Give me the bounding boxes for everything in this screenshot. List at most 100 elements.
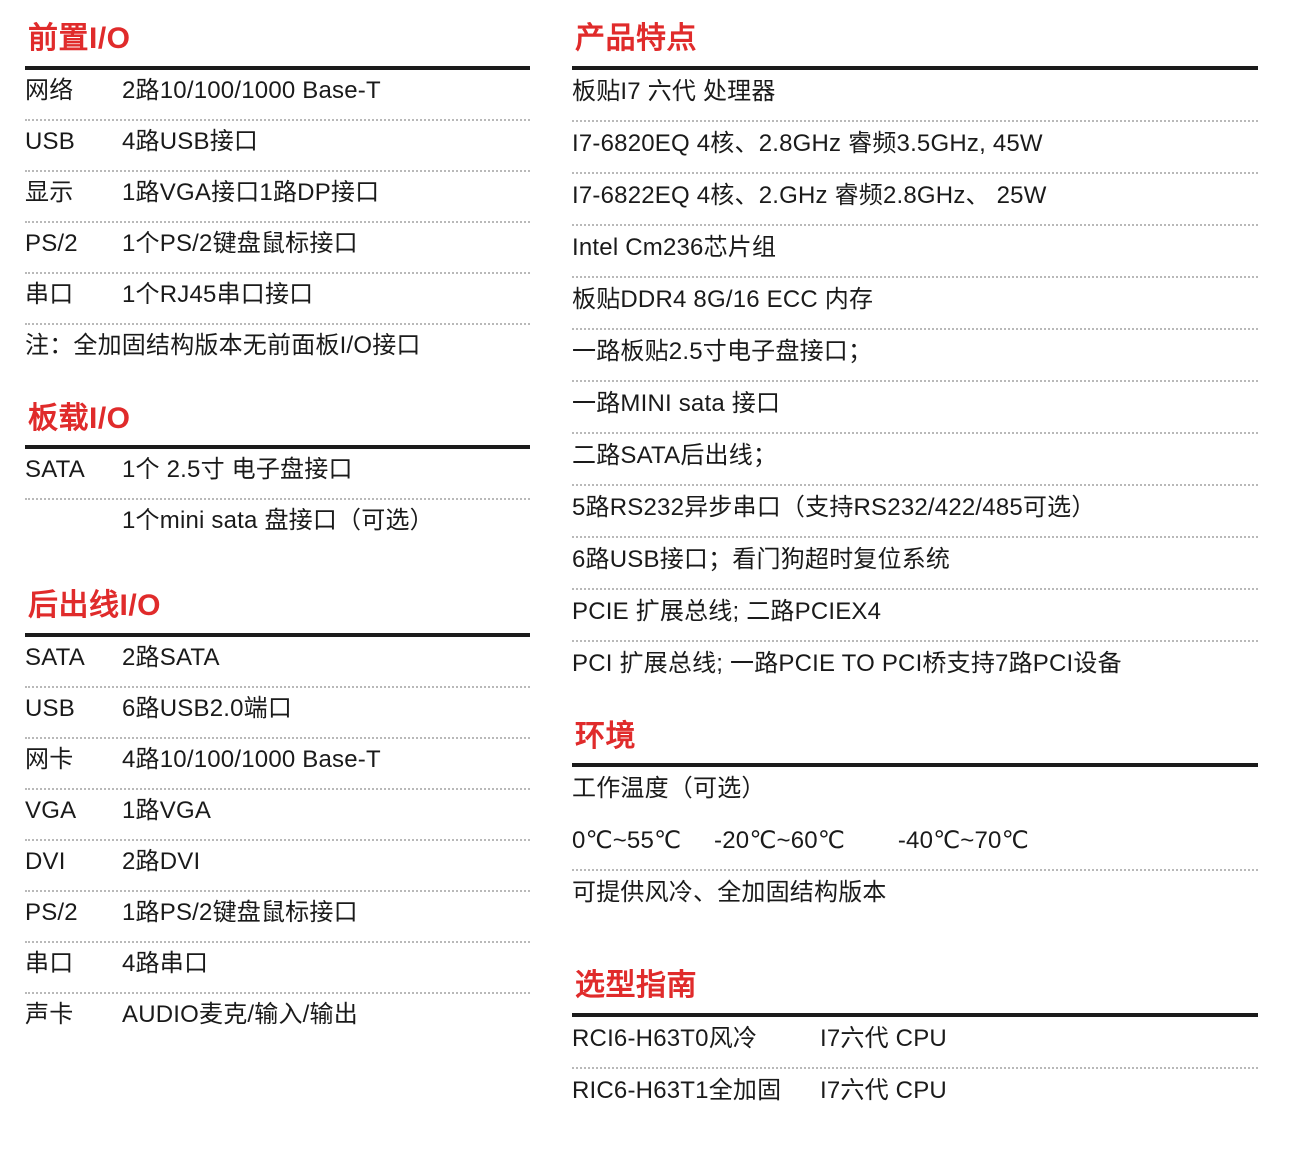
section-rule <box>572 65 1258 70</box>
feature-text: 一路MINI sata 接口 <box>572 389 781 417</box>
row-list-onboard-io: SATA 1个 2.5寸 电子盘接口 1个mini sata 盘接口（可选） <box>25 449 530 551</box>
table-row: SATA 1个 2.5寸 电子盘接口 <box>25 449 530 500</box>
row-value: 1个mini sata 盘接口（可选） <box>122 507 434 534</box>
temperature-range: -20℃~60℃ <box>714 827 845 854</box>
row-label: DVI <box>25 847 66 875</box>
list-item: I7-6820EQ 4核、2.8GHz 睿频3.5GHz, 45W <box>572 122 1258 174</box>
row-value: 1路VGA接口1路DP接口 <box>122 178 380 206</box>
row-value: 2路10/100/1000 Base-T <box>122 76 381 104</box>
row-label: 显示 <box>25 178 74 206</box>
row-value: 1个PS/2键盘鼠标接口 <box>122 229 358 257</box>
table-row: 1个mini sata 盘接口（可选） <box>25 500 530 551</box>
feature-text: PCIE 扩展总线; 二路PCIEX4 <box>572 597 882 625</box>
row-value: 1路PS/2键盘鼠标接口 <box>122 898 358 926</box>
list-item: 板贴DDR4 8G/16 ECC 内存 <box>572 278 1258 330</box>
row-label: PS/2 <box>25 229 78 257</box>
section-rule <box>572 1012 1258 1017</box>
feature-text: PCI 扩展总线; 一路PCIE TO PCI桥支持7路PCI设备 <box>572 649 1122 677</box>
feature-text: 二路SATA后出线； <box>572 441 778 469</box>
row-label: USB <box>25 127 75 155</box>
list-item: 板贴I7 六代 处理器 <box>572 70 1258 122</box>
table-row: USB 6路USB2.0端口 <box>25 688 530 739</box>
row-label: SATA <box>25 643 85 671</box>
table-row: RCI6-H63T0风冷 I7六代 CPU <box>572 1017 1258 1069</box>
section-product-features: 产品特点 板贴I7 六代 处理器 I7-6820EQ 4核、2.8GHz 睿频3… <box>572 22 1258 694</box>
spacer <box>25 376 530 402</box>
temperature-range-group: 0℃~55℃ -20℃~60℃ -40℃~70℃ <box>572 829 1029 853</box>
list-item: PCIE 扩展总线; 二路PCIEX4 <box>572 590 1258 642</box>
section-title-front-io: 前置I/O <box>28 22 131 55</box>
row-list-front-io: 网络 2路10/100/1000 Base-T USB 4路USB接口 显示 1… <box>25 70 530 376</box>
list-item-temperatures: 0℃~55℃ -20℃~60℃ -40℃~70℃ <box>572 819 1258 871</box>
list-item: 工作温度（可选） <box>572 767 1258 819</box>
spacer-top-right <box>572 0 1258 22</box>
table-row: PS/2 1个PS/2键盘鼠标接口 <box>25 223 530 274</box>
row-list-rear-io: SATA 2路SATA USB 6路USB2.0端口 网卡 4路10/100/1… <box>25 637 530 1045</box>
section-selection-guide: 选型指南 RCI6-H63T0风冷 I7六代 CPU RIC6-H63T1全加固 I… <box>572 969 1258 1121</box>
table-row: 网卡 4路10/100/1000 Base-T <box>25 739 530 790</box>
row-value: 4路USB接口 <box>122 127 259 155</box>
operating-temperature-label: 工作温度（可选） <box>572 775 766 802</box>
model-cpu: I7六代 CPU <box>820 1024 947 1052</box>
selection-row: RIC6-H63T1全加固 I7六代 CPU <box>572 1076 947 1104</box>
row-label: USB <box>25 694 75 722</box>
feature-text: I7-6820EQ 4核、2.8GHz 睿频3.5GHz, 45W <box>572 129 1043 157</box>
section-title-onboard-io: 板载I/O <box>28 401 131 435</box>
section-front-io: 前置I/O 网络 2路10/100/1000 Base-T USB 4路USB接… <box>25 22 530 376</box>
list-item: 二路SATA后出线； <box>572 434 1258 486</box>
feature-text: 6路USB接口；看门狗超时复位系统 <box>572 545 951 573</box>
feature-text: 一路板贴2.5寸电子盘接口； <box>572 337 873 365</box>
row-value: AUDIO麦克/输入/输出 <box>122 1000 358 1028</box>
spacer <box>572 694 1258 720</box>
selection-row: RCI6-H63T0风冷 I7六代 CPU <box>572 1024 947 1052</box>
left-column: 前置I/O 网络 2路10/100/1000 Base-T USB 4路USB接… <box>0 0 555 1165</box>
row-note-text: 注：全加固结构版本无前面板I/O接口 <box>25 331 421 359</box>
table-row: USB 4路USB接口 <box>25 121 530 172</box>
list-item: 6路USB接口；看门狗超时复位系统 <box>572 538 1258 590</box>
spacer-top-left <box>25 0 530 22</box>
table-row: PS/2 1路PS/2键盘鼠标接口 <box>25 892 530 943</box>
environment-note: 可提供风冷、全加固结构版本 <box>572 879 887 906</box>
row-value: 4路10/100/1000 Base-T <box>122 745 381 773</box>
row-label: VGA <box>25 796 77 824</box>
temperature-range: 0℃~55℃ <box>572 827 682 854</box>
section-rear-io: 后出线I/O SATA 2路SATA USB 6路USB2.0端口 网卡 4路1… <box>25 589 530 1045</box>
section-title-product-features: 产品特点 <box>575 22 697 55</box>
section-environment: 环境 工作温度（可选） 0℃~55℃ -20℃~60℃ -40℃~70℃ 可提供… <box>572 720 1258 924</box>
table-row: SATA 2路SATA <box>25 637 530 688</box>
section-rule <box>25 445 530 449</box>
row-label: 网络 <box>25 76 74 104</box>
model-name: RCI6-H63T0风冷 <box>572 1024 758 1052</box>
list-item: PCI 扩展总线; 一路PCIE TO PCI桥支持7路PCI设备 <box>572 642 1258 694</box>
row-label: 串口 <box>25 949 74 977</box>
list-item: 5路RS232异步串口（支持RS232/422/485可选） <box>572 486 1258 538</box>
row-value: 2路SATA <box>122 643 220 671</box>
feature-text: Intel Cm236芯片组 <box>572 233 777 261</box>
table-row: 串口 4路串口 <box>25 943 530 994</box>
row-value: 1个 2.5寸 电子盘接口 <box>122 456 353 483</box>
table-row: 显示 1路VGA接口1路DP接口 <box>25 172 530 223</box>
list-item: I7-6822EQ 4核、2.GHz 睿频2.8GHz、 25W <box>572 174 1258 226</box>
feature-text: 板贴I7 六代 处理器 <box>572 77 776 105</box>
row-label: PS/2 <box>25 898 78 926</box>
feature-text: 板贴DDR4 8G/16 ECC 内存 <box>572 285 874 313</box>
section-rule <box>25 632 530 637</box>
row-label: SATA <box>25 456 85 483</box>
section-onboard-io: 板载I/O SATA 1个 2.5寸 电子盘接口 1个mini sata 盘接口… <box>25 402 530 552</box>
model-name: RIC6-H63T1全加固 <box>572 1076 782 1104</box>
row-value: 1路VGA <box>122 796 212 824</box>
row-label: 声卡 <box>25 1000 74 1028</box>
right-column: 产品特点 板贴I7 六代 处理器 I7-6820EQ 4核、2.8GHz 睿频3… <box>555 0 1300 1165</box>
row-label: 网卡 <box>25 745 74 773</box>
table-row: 声卡 AUDIO麦克/输入/输出 <box>25 994 530 1045</box>
table-row: 网络 2路10/100/1000 Base-T <box>25 70 530 121</box>
list-item: 可提供风冷、全加固结构版本 <box>572 871 1258 923</box>
table-row: 串口 1个RJ45串口接口 <box>25 274 530 325</box>
section-rule <box>572 763 1258 767</box>
section-title-rear-io: 后出线I/O <box>28 589 162 622</box>
row-list-features: 板贴I7 六代 处理器 I7-6820EQ 4核、2.8GHz 睿频3.5GHz… <box>572 70 1258 694</box>
row-value: 1个RJ45串口接口 <box>122 280 314 308</box>
row-value: 6路USB2.0端口 <box>122 694 293 722</box>
row-label: 串口 <box>25 280 74 308</box>
